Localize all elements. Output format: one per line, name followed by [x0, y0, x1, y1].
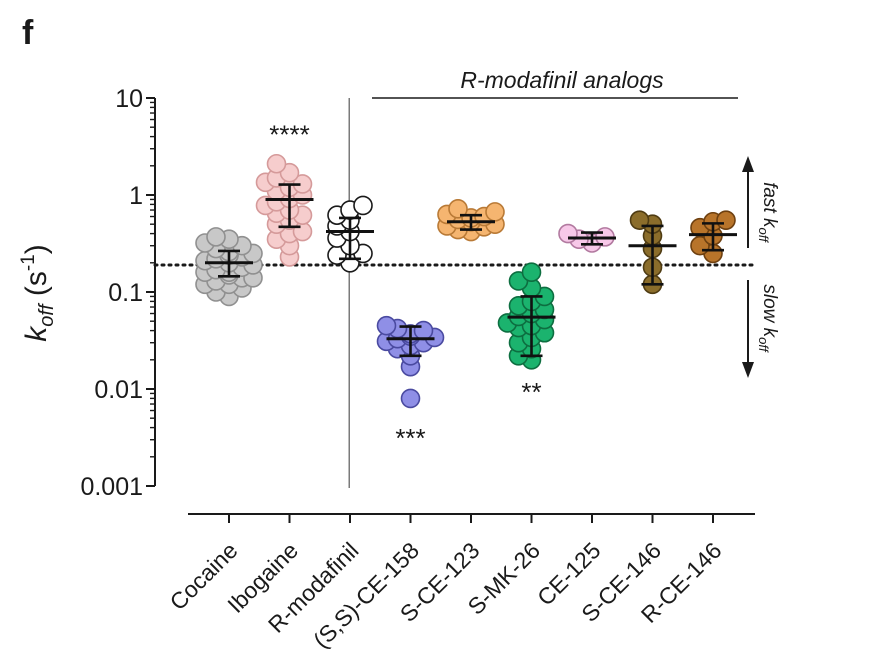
data-point [376, 315, 397, 336]
slow-arrow-head [742, 362, 754, 378]
significance-label: *** [395, 423, 425, 453]
data-point [448, 199, 468, 219]
panel-label: f [22, 14, 34, 52]
significance-label: **** [269, 120, 309, 150]
data-point [400, 388, 421, 409]
fast-arrow-head [742, 156, 754, 172]
y-tick-label: 0.001 [80, 473, 143, 501]
data-point [413, 320, 434, 341]
y-tick-label: 1 [129, 182, 143, 210]
y-axis-title-exp: -1 [18, 254, 39, 271]
fast-koff-label: fast koff [756, 182, 780, 243]
data-points [195, 153, 736, 409]
slow-koff-label-sub: off [756, 337, 771, 353]
slow-koff-label-main: slow k [759, 284, 780, 338]
y-tick-label: 0.1 [108, 279, 143, 307]
y-axis-title-sub: off [36, 302, 58, 327]
analogs-group-label: R-modafinil analogs [460, 67, 664, 93]
data-point [206, 227, 226, 247]
data-point [266, 153, 287, 174]
y-tick-label: 0.01 [94, 376, 143, 404]
slow-koff-label: slow koff [756, 284, 780, 353]
data-point [716, 210, 736, 230]
labels: CocaineIbogaineR-modafinil(S,S)-CE-158S-… [164, 67, 726, 653]
y-axis-title-close: ) [20, 244, 53, 254]
fast-koff-label-main: fast k [759, 182, 780, 229]
data-point [521, 262, 542, 283]
significance-label: ** [521, 377, 541, 407]
mean-sd-bars [205, 183, 737, 358]
y-tick-label: 10 [115, 85, 143, 113]
data-point [353, 195, 373, 216]
y-axis-title-unit: (s [20, 271, 53, 304]
data-point [485, 202, 505, 222]
y-axis-title-main: k [20, 325, 53, 342]
x-tick-label: (S,S)-CE-158 [308, 537, 424, 653]
data-point [558, 223, 578, 244]
axes: 10 1 0.1 0.01 0.001 [80, 85, 755, 523]
fast-koff-label-sub: off [756, 227, 771, 243]
y-axis-title: koff (s-1) [18, 244, 58, 341]
